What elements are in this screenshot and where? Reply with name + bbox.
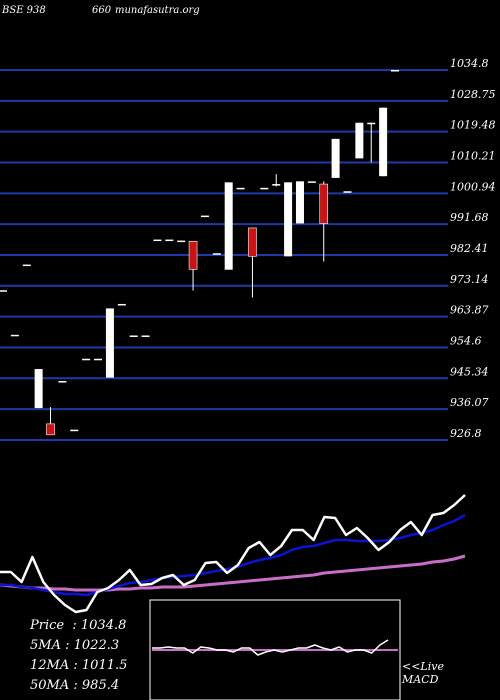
macd-title: MACD xyxy=(402,673,439,686)
close-line xyxy=(0,494,466,614)
ma5-sep: : xyxy=(60,638,74,653)
candle-body xyxy=(379,107,388,177)
candle-body xyxy=(331,138,340,178)
y-tick-label: 926.8 xyxy=(450,427,482,440)
y-tick-label: 1000.94 xyxy=(450,180,496,193)
y-tick-label: 982.41 xyxy=(450,242,489,255)
price-label: Price xyxy=(30,618,65,633)
y-tick-label: 1010.21 xyxy=(450,149,496,162)
candle-body xyxy=(236,187,245,190)
candle-body xyxy=(117,303,126,306)
candle-body xyxy=(46,423,55,436)
stock-code-secondary: 660 xyxy=(92,5,112,16)
candle-body xyxy=(391,70,399,72)
candle-body xyxy=(177,240,186,243)
ma50-row: 50MA : 985.4 xyxy=(30,676,127,696)
candles xyxy=(0,70,399,436)
y-tick-label: 954.6 xyxy=(450,334,482,347)
price-row: Price : 1034.8 xyxy=(30,616,127,636)
ma12-row: 12MA : 1011.5 xyxy=(30,656,127,676)
y-tick-label: 973.14 xyxy=(450,273,489,286)
candle-body xyxy=(367,122,376,125)
y-tick-label: 1019.48 xyxy=(450,119,496,132)
ma5-row: 5MA : 1022.3 xyxy=(30,636,127,656)
y-tick-label: 945.34 xyxy=(450,365,489,378)
macd-line xyxy=(152,639,389,656)
candle-body xyxy=(224,182,233,270)
candle-body xyxy=(284,182,293,257)
candle-body xyxy=(82,358,91,361)
ma5-value: 1022.3 xyxy=(73,638,120,653)
candle-body xyxy=(129,335,138,337)
stats-panel: Price : 1034.8 5MA : 1022.3 12MA : 1011.… xyxy=(30,616,127,696)
stock-code: BSE 938 xyxy=(2,5,46,16)
candle-body xyxy=(10,334,19,337)
ma50-sep: : xyxy=(69,678,82,693)
macd-lines xyxy=(152,639,398,656)
ma5-label: 5MA xyxy=(30,638,61,653)
ma50-label: 50MA xyxy=(30,678,70,693)
macd-label: <<Live MACD xyxy=(402,660,444,686)
candle-body xyxy=(319,183,329,224)
candle-body xyxy=(248,227,257,257)
candle-body xyxy=(188,240,198,270)
candle-body xyxy=(70,429,79,432)
candle-body xyxy=(141,335,150,337)
candle-body xyxy=(105,308,114,378)
price-grid: 1034.8 1028.75 1019.48 1010.21 1000.94 991.68… xyxy=(0,57,496,441)
candle-body xyxy=(165,239,174,242)
y-tick-label: 936.07 xyxy=(450,396,489,409)
y-tick-label: 963.87 xyxy=(450,304,489,317)
ma12-sep: : xyxy=(69,658,82,673)
y-tick-label: 1034.8 xyxy=(450,57,489,70)
price-value: 1034.8 xyxy=(80,618,127,633)
candle-body xyxy=(355,122,364,159)
y-tick-label: 991.68 xyxy=(450,211,489,224)
ma50-value: 985.4 xyxy=(81,678,120,693)
candle-body xyxy=(58,381,67,383)
macd-live-label: <<Live xyxy=(402,660,444,673)
candle-body xyxy=(212,253,221,255)
candle-body xyxy=(34,369,43,409)
price-sep: : xyxy=(64,618,81,633)
candle-body xyxy=(295,181,304,224)
candle-body xyxy=(200,215,209,218)
moving-average-lines xyxy=(0,494,466,614)
y-tick-label: 1028.75 xyxy=(450,88,496,101)
candle-body xyxy=(272,184,281,186)
ma12-value: 1011.5 xyxy=(81,658,128,673)
candle-body xyxy=(260,187,269,190)
candle-body xyxy=(94,358,103,361)
candle-body xyxy=(153,239,162,242)
candle-body xyxy=(343,191,352,193)
site-name: munafasutra.org xyxy=(115,5,200,16)
candle-body xyxy=(0,290,7,292)
ma50-line xyxy=(0,554,466,592)
candle-body xyxy=(22,264,31,267)
ma12-label: 12MA xyxy=(30,658,70,673)
candle-body xyxy=(307,181,316,183)
